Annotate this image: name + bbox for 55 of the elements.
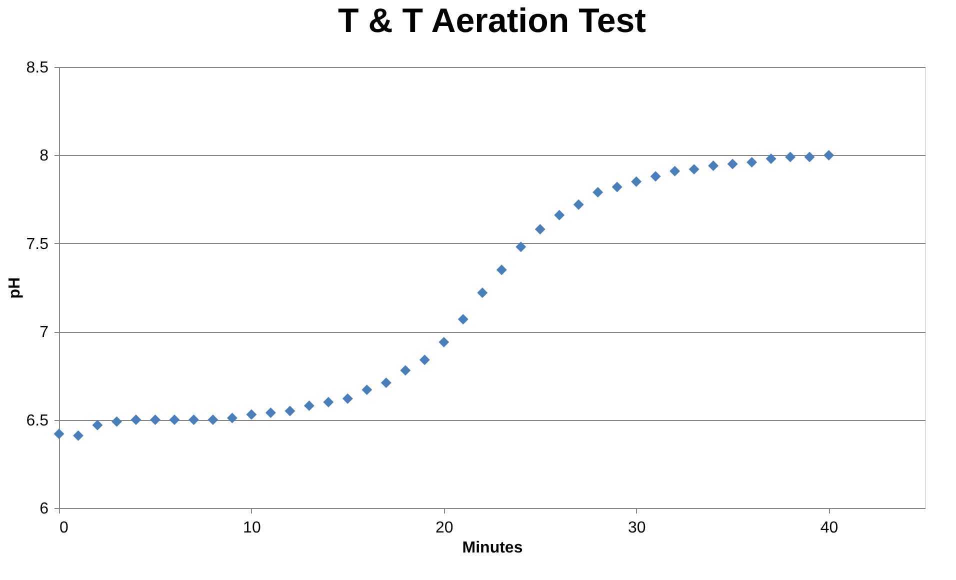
point (54, 428, 64, 440)
x-axis-title: Minutes (462, 540, 523, 556)
chart-title: T & T Aeration Test (338, 2, 646, 40)
point (688, 164, 700, 175)
x-tick-label: 10 (243, 520, 261, 536)
point (419, 354, 430, 366)
point (226, 412, 238, 424)
point (323, 396, 334, 408)
point (804, 152, 815, 162)
point (92, 420, 103, 430)
point (380, 378, 392, 388)
point (284, 406, 296, 416)
point (458, 314, 468, 324)
point (785, 152, 796, 162)
y-tick-label: 8 (40, 148, 49, 165)
point (670, 166, 680, 176)
point (573, 199, 584, 210)
point (708, 160, 719, 172)
point (534, 224, 546, 235)
point (111, 416, 122, 427)
point (766, 153, 776, 164)
point (650, 171, 661, 182)
y-tick-label: 7 (40, 324, 49, 342)
y-tick-label: 8.5 (26, 60, 49, 76)
x-tick-label: 40 (820, 520, 838, 536)
point (246, 409, 257, 420)
point (631, 176, 642, 187)
point (342, 393, 353, 404)
point (188, 414, 199, 426)
point (516, 242, 526, 252)
point (362, 384, 372, 396)
point (727, 158, 738, 170)
point (612, 182, 622, 192)
point (477, 288, 488, 298)
point (73, 430, 84, 441)
point (496, 264, 507, 276)
point (130, 414, 142, 426)
point (400, 365, 411, 376)
point (169, 414, 180, 426)
point (438, 336, 450, 348)
point (554, 210, 565, 220)
point (824, 150, 834, 160)
y-axis-title: pH (6, 277, 24, 299)
y-tick-label: 6 (40, 500, 49, 518)
x-tick-label: 20 (435, 520, 454, 536)
y-tick-label: 7.5 (26, 236, 49, 253)
point (208, 414, 218, 426)
point (592, 187, 604, 198)
point (746, 157, 758, 168)
point (150, 414, 160, 426)
x-tick-label: 0 (60, 520, 68, 536)
point (265, 408, 276, 418)
x-tick-label: 30 (628, 520, 646, 536)
y-tick-label: 6.5 (26, 412, 49, 430)
point (304, 400, 314, 411)
